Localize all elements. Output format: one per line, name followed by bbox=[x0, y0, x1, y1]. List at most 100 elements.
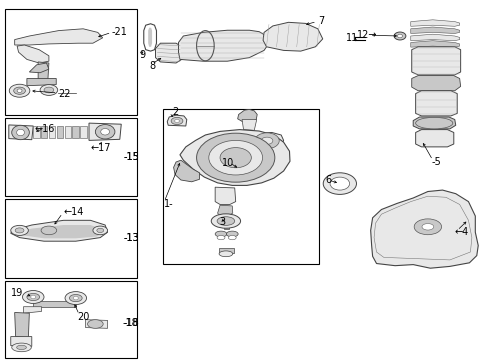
Ellipse shape bbox=[171, 117, 183, 125]
Polygon shape bbox=[29, 63, 49, 73]
Text: 20: 20 bbox=[77, 312, 89, 322]
Ellipse shape bbox=[323, 173, 356, 194]
Text: -18: -18 bbox=[123, 318, 139, 328]
Text: 2: 2 bbox=[172, 107, 178, 117]
Text: 9: 9 bbox=[139, 50, 145, 60]
Text: -5: -5 bbox=[430, 157, 440, 167]
Text: 22: 22 bbox=[59, 89, 71, 99]
Ellipse shape bbox=[17, 89, 22, 93]
Ellipse shape bbox=[329, 177, 349, 190]
Ellipse shape bbox=[250, 148, 272, 161]
Ellipse shape bbox=[44, 87, 54, 93]
Ellipse shape bbox=[11, 225, 28, 235]
Ellipse shape bbox=[14, 87, 25, 94]
Polygon shape bbox=[33, 126, 40, 138]
Ellipse shape bbox=[256, 151, 266, 157]
Ellipse shape bbox=[246, 163, 264, 174]
Text: ←4: ←4 bbox=[454, 227, 468, 237]
Polygon shape bbox=[173, 160, 199, 182]
Polygon shape bbox=[243, 147, 278, 161]
Ellipse shape bbox=[217, 235, 224, 240]
Ellipse shape bbox=[31, 295, 36, 299]
Ellipse shape bbox=[69, 294, 82, 302]
Polygon shape bbox=[38, 62, 49, 79]
Text: 10: 10 bbox=[222, 158, 234, 168]
Polygon shape bbox=[23, 307, 41, 313]
Polygon shape bbox=[410, 34, 459, 41]
Ellipse shape bbox=[17, 345, 26, 350]
Polygon shape bbox=[215, 187, 235, 204]
Ellipse shape bbox=[73, 296, 78, 300]
Polygon shape bbox=[11, 220, 107, 241]
Ellipse shape bbox=[393, 32, 405, 40]
Ellipse shape bbox=[12, 343, 31, 352]
Bar bbox=[5, 9, 137, 115]
Ellipse shape bbox=[261, 137, 272, 144]
Polygon shape bbox=[85, 320, 107, 328]
Polygon shape bbox=[415, 130, 453, 147]
Polygon shape bbox=[370, 190, 477, 268]
Polygon shape bbox=[72, 126, 79, 138]
Polygon shape bbox=[143, 24, 156, 51]
Ellipse shape bbox=[87, 320, 103, 328]
Ellipse shape bbox=[254, 133, 279, 149]
Polygon shape bbox=[242, 120, 256, 130]
Polygon shape bbox=[57, 126, 63, 138]
Polygon shape bbox=[15, 29, 102, 45]
Polygon shape bbox=[41, 126, 47, 138]
Ellipse shape bbox=[211, 214, 240, 228]
Ellipse shape bbox=[101, 129, 109, 135]
Text: ←16: ←16 bbox=[34, 123, 55, 134]
Ellipse shape bbox=[196, 133, 274, 182]
Ellipse shape bbox=[219, 251, 232, 257]
Ellipse shape bbox=[40, 85, 58, 95]
Ellipse shape bbox=[9, 84, 30, 97]
Polygon shape bbox=[217, 205, 232, 216]
Ellipse shape bbox=[215, 231, 226, 237]
Ellipse shape bbox=[174, 120, 179, 122]
Polygon shape bbox=[411, 47, 460, 75]
Ellipse shape bbox=[93, 226, 107, 235]
Polygon shape bbox=[9, 125, 33, 140]
Polygon shape bbox=[224, 223, 228, 229]
Text: 7: 7 bbox=[317, 16, 324, 26]
Polygon shape bbox=[49, 126, 55, 138]
Polygon shape bbox=[89, 123, 121, 140]
Text: 11: 11 bbox=[346, 33, 358, 43]
Polygon shape bbox=[249, 132, 283, 148]
Polygon shape bbox=[64, 126, 71, 138]
Text: ←14: ←14 bbox=[63, 207, 84, 217]
Polygon shape bbox=[17, 45, 49, 63]
Polygon shape bbox=[33, 301, 76, 307]
Polygon shape bbox=[410, 20, 459, 26]
Polygon shape bbox=[15, 312, 29, 338]
Text: -15: -15 bbox=[123, 152, 139, 162]
Polygon shape bbox=[27, 78, 56, 86]
Polygon shape bbox=[410, 41, 459, 47]
Text: 8: 8 bbox=[149, 60, 156, 71]
Ellipse shape bbox=[413, 219, 441, 235]
Polygon shape bbox=[11, 337, 32, 346]
Text: 6: 6 bbox=[325, 175, 331, 185]
Text: -15: -15 bbox=[123, 152, 139, 162]
Text: 19: 19 bbox=[11, 288, 23, 298]
Polygon shape bbox=[180, 130, 289, 185]
Ellipse shape bbox=[22, 291, 44, 303]
Polygon shape bbox=[237, 109, 257, 122]
Bar bbox=[5, 118, 137, 196]
Polygon shape bbox=[178, 30, 268, 61]
Text: 12→: 12→ bbox=[356, 30, 377, 40]
Bar bbox=[5, 281, 137, 358]
Ellipse shape bbox=[415, 117, 452, 129]
Text: 3: 3 bbox=[219, 217, 225, 227]
Ellipse shape bbox=[208, 140, 262, 175]
Bar bbox=[163, 109, 318, 264]
Polygon shape bbox=[412, 117, 455, 129]
Ellipse shape bbox=[397, 34, 402, 38]
Ellipse shape bbox=[228, 235, 236, 240]
Text: 1-: 1- bbox=[163, 199, 173, 210]
Ellipse shape bbox=[95, 125, 115, 139]
Text: -18: -18 bbox=[122, 318, 138, 328]
Text: ←17: ←17 bbox=[91, 143, 111, 153]
Ellipse shape bbox=[251, 166, 259, 171]
